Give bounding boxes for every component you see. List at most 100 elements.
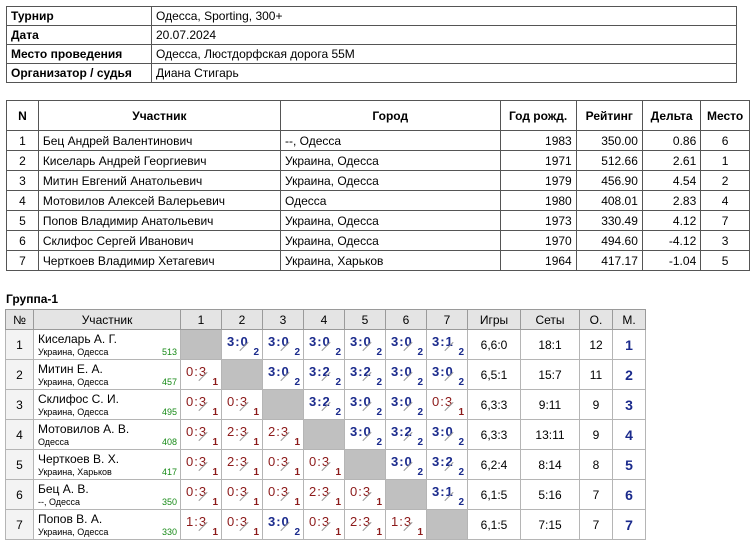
match-result-cell: 3:0 2	[344, 389, 386, 420]
participant-cell: 350.00	[575, 130, 643, 151]
match-result-cell: 3:0 2	[262, 359, 304, 390]
match-result-cell: 3:0 2	[426, 419, 468, 450]
participant-cell: 1980	[499, 190, 577, 211]
match-result-cell: 0:3 1	[221, 389, 263, 420]
match-score: 3:0	[391, 334, 413, 349]
sets-cell: 13:11	[520, 419, 580, 450]
match-result-cell: 0:3 1	[180, 359, 222, 390]
group-row: 4 Мотовилов А. В. Одесса 408 0:3 1 2:3 1 2:3 1 3:0…	[5, 419, 646, 450]
match-score: 3:0	[309, 334, 331, 349]
group-row-number: 3	[5, 389, 34, 420]
group-header: 3	[262, 309, 304, 330]
group-row: 6 Бец А. В. --, Одесса 350 0:3 1 0:3 1 0:3 1 2:3 1 0…	[5, 479, 646, 510]
group-header: 7	[426, 309, 468, 330]
match-points: 1	[212, 437, 218, 448]
participants-table: N Участник Город Год рожд. Рейтинг Дельта Мест…	[6, 100, 750, 271]
participant-cell: Черткоев Владимир Хетагевич	[37, 250, 282, 271]
group-player: Мотовилов А. В. Одесса 408	[33, 419, 181, 450]
match-points: 2	[458, 437, 464, 448]
participant-cell: 494.60	[575, 230, 643, 251]
match-result-cell: 3:2 2	[303, 359, 345, 390]
info-key: Дата	[6, 25, 152, 45]
points-cell: 12	[579, 329, 613, 360]
participant-cell: Митин Евгений Анатольевич	[37, 170, 282, 191]
match-result-cell	[385, 479, 427, 510]
match-points: 2	[458, 497, 464, 508]
points-cell: 9	[579, 419, 613, 450]
group-row-number: 6	[5, 479, 34, 510]
participants-header: Дельта	[641, 100, 702, 131]
match-score: 3:0	[268, 334, 290, 349]
participant-cell: 6	[6, 230, 39, 251]
participant-cell: Попов Владимир Анатольевич	[37, 210, 282, 231]
group-row: 2 Митин Е. А. Украина, Одесса 457 0:3 1 3:0 2 3:…	[5, 359, 646, 390]
match-result-cell: 3:2 2	[344, 359, 386, 390]
group-header: М.	[612, 309, 646, 330]
match-points: 1	[294, 437, 300, 448]
match-result-cell: 3:0 2	[385, 449, 427, 480]
info-row: Место проведения Одесса, Люстдорфская дор…	[6, 44, 737, 64]
match-score: 0:3	[227, 484, 249, 499]
match-result-cell: 2:3 1	[221, 449, 263, 480]
match-score: 3:0	[268, 514, 290, 529]
games-cell: 6,6:0	[467, 329, 521, 360]
player-name: Бец А. В.	[38, 482, 89, 496]
participant-cell: -4.12	[641, 230, 702, 251]
match-points: 1	[376, 497, 382, 508]
match-score: 3:1	[432, 484, 454, 499]
participants-header: Город	[280, 100, 501, 131]
participants-header: N	[6, 100, 39, 131]
match-points: 2	[376, 407, 382, 418]
info-value: 20.07.2024	[151, 25, 737, 45]
participant-cell: Украина, Одесса	[280, 170, 501, 191]
match-result-cell: 3:0 2	[426, 359, 468, 390]
player-city: Украина, Одесса	[38, 527, 109, 537]
participant-cell: Мотовилов Алексей Валерьевич	[37, 190, 282, 211]
match-result-cell: 3:0 2	[385, 389, 427, 420]
player-name: Митин Е. А.	[38, 362, 103, 376]
participants-header: Год рожд.	[499, 100, 577, 131]
sets-cell: 9:11	[520, 389, 580, 420]
match-result-cell: 0:3 1	[303, 509, 345, 540]
player-rating: 330	[161, 527, 177, 537]
participant-row: 6 Склифос Сергей Иванович Украина, Одесса 1…	[6, 230, 750, 251]
participant-row: 4 Мотовилов Алексей Валерьевич Одесса 1980 4…	[6, 190, 750, 211]
match-result-cell: 0:3 1	[180, 419, 222, 450]
match-score: 0:3	[227, 394, 249, 409]
match-result-cell: 3:2 2	[426, 449, 468, 480]
match-score: 3:2	[350, 364, 372, 379]
place-cell: 1	[612, 329, 646, 360]
match-result-cell: 3:2 2	[303, 389, 345, 420]
sets-cell: 7:15	[520, 509, 580, 540]
info-value: Одесса, Люстдорфская дорога 55М	[151, 44, 737, 64]
group-header: 6	[385, 309, 427, 330]
participant-cell: 4.12	[641, 210, 702, 231]
group-row-number: 5	[5, 449, 34, 480]
place-cell: 2	[612, 359, 646, 390]
match-points: 2	[294, 347, 300, 358]
match-score: 2:3	[350, 514, 372, 529]
games-cell: 6,5:1	[467, 359, 521, 390]
group-header: 1	[180, 309, 222, 330]
participant-cell: Бец Андрей Валентинович	[37, 130, 282, 151]
match-score: 0:3	[309, 454, 331, 469]
participant-row: 1 Бец Андрей Валентинович --, Одесса 1983 35…	[6, 130, 750, 151]
match-points: 2	[417, 347, 423, 358]
info-row: Турнир Одесса, Sporting, 300+	[6, 6, 737, 26]
participant-cell: Киселарь Андрей Георгиевич	[37, 150, 282, 171]
match-result-cell: 0:3 1	[303, 449, 345, 480]
player-city: Украина, Одесса	[38, 377, 109, 387]
match-score: 3:1	[432, 334, 454, 349]
match-result-cell: 0:3 1	[262, 479, 304, 510]
match-score: 3:0	[268, 364, 290, 379]
match-points: 1	[253, 527, 259, 538]
match-score: 3:0	[432, 424, 454, 439]
group-header: №	[5, 309, 34, 330]
participant-cell: Украина, Одесса	[280, 230, 501, 251]
participant-cell: 7	[700, 210, 750, 231]
participants-header: Рейтинг	[575, 100, 643, 131]
match-score: 2:3	[227, 454, 249, 469]
match-points: 2	[335, 407, 341, 418]
participant-cell: 5	[700, 250, 750, 271]
info-key: Организатор / судья	[6, 63, 152, 83]
